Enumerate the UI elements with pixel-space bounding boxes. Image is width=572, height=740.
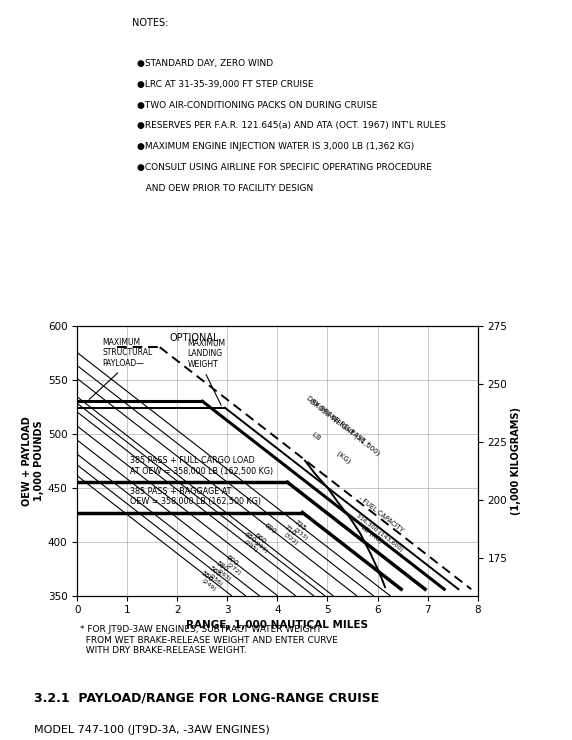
Text: ●TWO AIR-CONDITIONING PACKS ON DURING CRUISE: ●TWO AIR-CONDITIONING PACKS ON DURING CR… bbox=[137, 101, 378, 110]
Text: ●STANDARD DAY, ZERO WIND: ●STANDARD DAY, ZERO WIND bbox=[137, 59, 273, 68]
Text: MAXIMUM
STRUCTURAL
PAYLOAD—: MAXIMUM STRUCTURAL PAYLOAD— bbox=[102, 338, 153, 368]
Text: 385 PASS + BAGGAGE AT
OEW = 358,000 LB (162,500 KG): 385 PASS + BAGGAGE AT OEW = 358,000 LB (… bbox=[130, 487, 261, 506]
Text: (256): (256) bbox=[208, 574, 224, 588]
Text: 650: 650 bbox=[243, 531, 257, 544]
Text: 3.2.1  PAYLOAD/RANGE FOR LONG-RANGE CRUISE: 3.2.1 PAYLOAD/RANGE FOR LONG-RANGE CRUIS… bbox=[34, 692, 380, 705]
Text: 580: 580 bbox=[215, 560, 229, 574]
Text: (295): (295) bbox=[243, 539, 259, 554]
Text: MODEL 747-100 (JT9D-3A, -3AW ENGINES): MODEL 747-100 (JT9D-3A, -3AW ENGINES) bbox=[34, 725, 270, 736]
Text: MAXIMUM
LANDING
WEIGHT: MAXIMUM LANDING WEIGHT bbox=[187, 339, 225, 369]
Text: (333): (333) bbox=[293, 527, 309, 542]
Text: AND OEW PRIOR TO FACILITY DESIGN: AND OEW PRIOR TO FACILITY DESIGN bbox=[137, 184, 313, 192]
Text: 660: 660 bbox=[253, 532, 267, 545]
Text: ●CONSULT USING AIRLINE FOR SPECIFIC OPERATING PROCEDURE: ●CONSULT USING AIRLINE FOR SPECIFIC OPER… bbox=[137, 163, 432, 172]
Text: 550: 550 bbox=[200, 571, 214, 583]
Text: ●LRC AT 31-35-39,000 FT STEP CRUISE: ●LRC AT 31-35-39,000 FT STEP CRUISE bbox=[137, 80, 314, 89]
Text: (263): (263) bbox=[215, 568, 232, 582]
X-axis label: RANGE, 1,000 NAUTICAL MILES: RANGE, 1,000 NAUTICAL MILES bbox=[186, 619, 368, 630]
Text: GROSS WEIGHT (X1,000): GROSS WEIGHT (X1,000) bbox=[308, 397, 382, 457]
Text: - FUEL CAPACITY: - FUEL CAPACITY bbox=[358, 494, 404, 533]
Text: ●RESERVES PER F.A.R. 121.645(a) AND ATA (OCT. 1967) INT'L RULES: ●RESERVES PER F.A.R. 121.645(a) AND ATA … bbox=[137, 121, 446, 130]
Text: 565: 565 bbox=[208, 565, 222, 579]
Text: 690: 690 bbox=[263, 522, 277, 535]
Text: 735: 735 bbox=[293, 519, 307, 532]
Text: (249): (249) bbox=[200, 579, 216, 593]
Text: LB          (KG): LB (KG) bbox=[311, 431, 352, 465]
Y-axis label: OEW + PAYLOAD
1,000 POUNDS: OEW + PAYLOAD 1,000 POUNDS bbox=[22, 416, 43, 505]
Text: * FOR JT9D-3AW ENGINES, SUBTRACT WATER WEIGHT
  FROM WET BRAKE-RELEASE WEIGHT AN: * FOR JT9D-3AW ENGINES, SUBTRACT WATER W… bbox=[80, 625, 338, 655]
Text: (299): (299) bbox=[253, 540, 269, 554]
Text: OPTIONAL: OPTIONAL bbox=[170, 333, 219, 343]
Text: NOTES:: NOTES: bbox=[132, 18, 168, 29]
Text: (322): (322) bbox=[283, 532, 299, 547]
Text: LB (KG): LB (KG) bbox=[360, 523, 384, 544]
Text: ●MAXIMUM ENGINE INJECTION WATER IS 3,000 LB (1,362 KG): ●MAXIMUM ENGINE INJECTION WATER IS 3,000… bbox=[137, 142, 415, 151]
Text: 600: 600 bbox=[225, 554, 240, 567]
Text: 385 PASS + FULL CARGO LOAD
AT OEW = 358,000 LB (162,500 KG): 385 PASS + FULL CARGO LOAD AT OEW = 358,… bbox=[130, 457, 273, 476]
Text: (272): (272) bbox=[225, 562, 241, 576]
Text: DRY BRAKE-RELEASE *: DRY BRAKE-RELEASE * bbox=[305, 395, 370, 448]
Text: 710: 710 bbox=[283, 525, 297, 537]
Y-axis label: (1,000 KILOGRAMS): (1,000 KILOGRAMS) bbox=[511, 407, 522, 514]
Text: 316,300 (143,600): 316,300 (143,600) bbox=[355, 513, 404, 553]
